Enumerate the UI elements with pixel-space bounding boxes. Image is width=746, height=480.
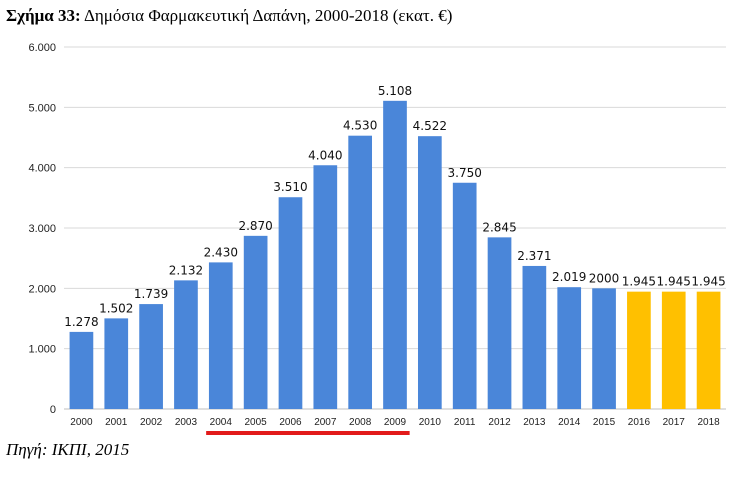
bar-2005: [243, 235, 268, 409]
bar-2013: [522, 265, 547, 409]
bar-2012: [487, 237, 512, 409]
data-label-2003: 2.132: [169, 263, 203, 277]
x-tick-label-2009: 2009: [384, 417, 407, 428]
y-tick-label: 0: [50, 404, 56, 416]
data-label-2018: 1.945: [691, 275, 725, 289]
y-tick-label: 3.000: [28, 223, 56, 235]
bar-2011: [452, 182, 477, 409]
x-tick-label-2017: 2017: [663, 417, 686, 428]
y-tick-label: 6.000: [28, 42, 56, 54]
y-tick-label: 4.000: [28, 163, 56, 175]
x-tick-label-2005: 2005: [245, 417, 268, 428]
x-tick-label-2000: 2000: [70, 417, 93, 428]
x-tick-label-2014: 2014: [558, 417, 581, 428]
bar-2015: [592, 288, 616, 409]
data-label-2012: 2.845: [482, 220, 516, 234]
bar-2004: [208, 262, 233, 409]
x-tick-label-2015: 2015: [593, 417, 616, 428]
x-tick-label-2004: 2004: [210, 417, 233, 428]
x-tick-label-2011: 2011: [454, 417, 476, 428]
x-tick-label-2007: 2007: [314, 417, 337, 428]
x-tick-label-2008: 2008: [349, 417, 372, 428]
figure-title: Δημόσια Φαρμακευτική Δαπάνη, 2000-2018 (…: [83, 6, 453, 25]
data-label-2009: 5.108: [378, 84, 412, 98]
data-label-2005: 2.870: [238, 219, 272, 233]
bar-2016: [627, 291, 651, 409]
x-tick-label-2010: 2010: [419, 417, 442, 428]
data-label-2011: 3.750: [448, 166, 482, 180]
data-label-2002: 1.739: [134, 287, 168, 301]
bar-2007: [313, 165, 338, 409]
x-tick-label-2018: 2018: [697, 417, 720, 428]
data-label-2015: 2000: [589, 271, 620, 285]
x-tick-label-2003: 2003: [175, 417, 198, 428]
figure-number: Σχήμα 33:: [6, 6, 81, 25]
data-label-2013: 2.371: [517, 249, 551, 263]
data-label-2014: 2.019: [552, 270, 586, 284]
bar-2018: [696, 291, 721, 409]
x-tick-label-2006: 2006: [279, 417, 302, 428]
data-label-2006: 3.510: [273, 180, 307, 194]
y-tick-label: 5.000: [28, 102, 56, 114]
source-note: Πηγή: ΙΚΠΙ, 2015: [6, 440, 130, 459]
data-label-2016: 1.945: [622, 275, 656, 289]
data-label-2004: 2.430: [204, 245, 238, 259]
figure-caption: Σχήμα 33: Δημόσια Φαρμακευτική Δαπάνη, 2…: [6, 6, 736, 26]
data-label-2000: 1.278: [64, 315, 98, 329]
data-label-2010: 4.522: [413, 119, 447, 133]
data-label-2008: 4.530: [343, 119, 377, 133]
data-label-2017: 1.945: [657, 275, 691, 289]
bar-2006: [278, 197, 303, 409]
bar-2003: [174, 280, 198, 409]
data-label-2007: 4.040: [308, 148, 342, 162]
x-tick-label-2012: 2012: [488, 417, 511, 428]
bar-2002: [139, 304, 163, 409]
x-tick-label-2016: 2016: [628, 417, 651, 428]
x-tick-label-2002: 2002: [140, 417, 163, 428]
data-label-2001: 1.502: [99, 301, 133, 315]
y-tick-label: 2.000: [28, 283, 56, 295]
bar-2000: [69, 331, 94, 409]
bar-2017: [661, 291, 686, 409]
bar-2009: [383, 100, 407, 410]
x-tick-label-2013: 2013: [523, 417, 546, 428]
bar-2001: [104, 318, 129, 409]
bar-2010: [417, 136, 442, 409]
x-tick-label-2001: 2001: [105, 417, 128, 428]
y-tick-label: 1.000: [28, 344, 56, 356]
bar-2008: [348, 135, 373, 409]
bar-2014: [557, 287, 582, 409]
